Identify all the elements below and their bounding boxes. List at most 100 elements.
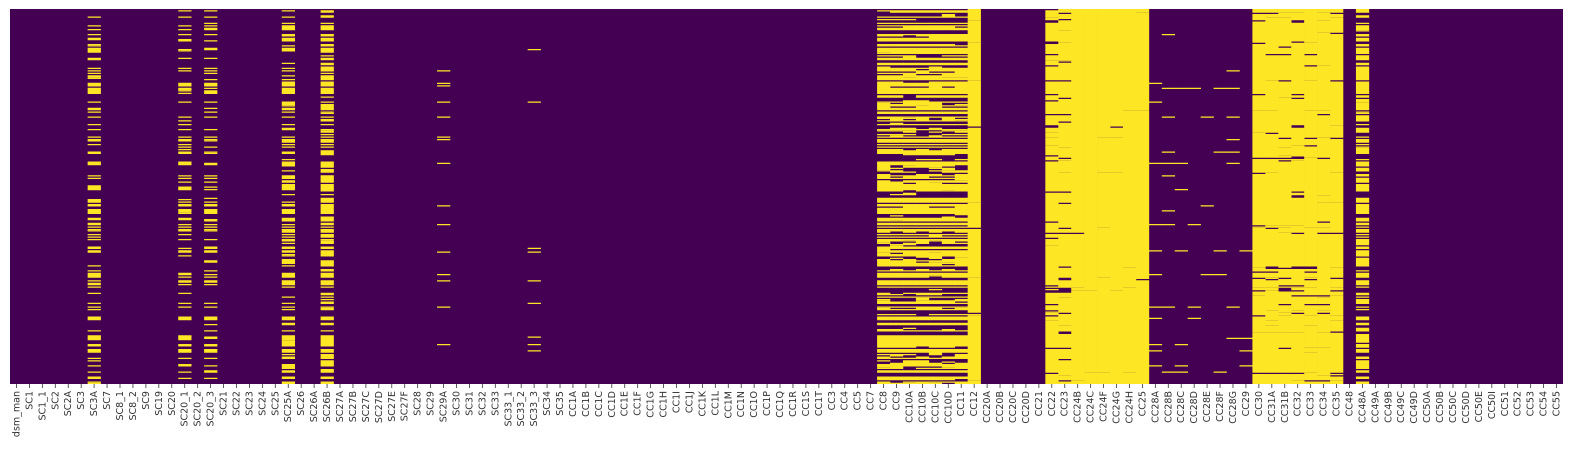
missing-cell	[890, 362, 904, 369]
missing-cell	[1252, 41, 1266, 43]
missing-cell	[281, 139, 296, 142]
missing-cell	[890, 239, 904, 242]
missing-cell	[1317, 222, 1331, 228]
missing-cell	[1355, 55, 1370, 61]
missing-cell	[87, 37, 101, 39]
missing-cell	[204, 370, 218, 373]
missing-cell	[941, 116, 956, 122]
missing-cell	[1265, 290, 1279, 304]
x-tick-label: CC9	[892, 391, 903, 410]
missing-cell	[1291, 296, 1305, 311]
missing-cell	[204, 177, 218, 179]
missing-cell	[915, 241, 930, 244]
missing-cell	[320, 169, 334, 172]
missing-cell	[902, 197, 917, 203]
missing-cell	[1278, 305, 1292, 313]
heatmap-column-CC30	[1252, 9, 1266, 384]
missing-cell	[902, 139, 917, 143]
missing-cell	[281, 246, 296, 249]
missing-cell	[204, 67, 218, 69]
missing-cell	[890, 236, 904, 238]
missing-cell	[1265, 374, 1279, 384]
missing-cell	[890, 382, 904, 384]
missing-cell	[320, 330, 334, 332]
missing-cell	[954, 34, 968, 37]
missing-cell	[1097, 372, 1111, 384]
missing-cell	[902, 244, 917, 246]
heatmap-column-CC35	[1330, 9, 1344, 384]
missing-cell	[87, 39, 101, 41]
missing-cell	[877, 116, 891, 119]
missing-cell	[1330, 139, 1344, 157]
x-tick-label: CC10A	[904, 391, 915, 423]
missing-cell	[281, 45, 296, 47]
missing-cell	[877, 102, 891, 111]
missing-cell	[928, 79, 943, 81]
missing-cell	[941, 364, 956, 368]
missing-cell	[902, 381, 917, 383]
missing-cell	[1355, 112, 1370, 114]
missing-cell	[1291, 314, 1305, 333]
missing-cell	[1330, 156, 1344, 173]
missing-cell	[1265, 225, 1279, 228]
x-tick-label: CC55	[1552, 391, 1563, 416]
missing-cell	[928, 25, 943, 31]
x-tick-label: SC27F	[400, 391, 411, 421]
x-tick-label: CC5	[853, 391, 864, 410]
heatmap-column-CC9	[890, 10, 904, 384]
missing-cell	[87, 302, 101, 304]
missing-cell	[204, 57, 218, 59]
x-tick-label: CC52	[1513, 391, 1524, 416]
missing-cell	[87, 229, 101, 231]
missing-cell	[281, 376, 296, 379]
missing-cell	[890, 34, 904, 37]
x-tick-label: CC34	[1319, 391, 1330, 416]
missing-cell	[320, 354, 334, 359]
missing-cell	[877, 229, 891, 233]
missing-cell	[281, 242, 296, 244]
missing-cell	[928, 95, 943, 98]
missing-cell	[890, 335, 904, 348]
missing-cell	[902, 19, 917, 21]
missing-cell	[941, 236, 956, 238]
missing-cell	[204, 330, 218, 332]
x-tick-label: CC24G	[1112, 391, 1123, 424]
missing-cell	[1317, 297, 1331, 304]
missing-cell	[281, 26, 296, 31]
missing-cell	[87, 335, 101, 341]
missing-cell	[87, 286, 101, 288]
missing-cell	[1148, 306, 1163, 308]
missing-cell	[1045, 289, 1059, 291]
missing-cell	[941, 55, 956, 57]
missing-cell	[320, 64, 334, 66]
missing-cell	[890, 175, 904, 177]
missing-cell	[1355, 322, 1370, 326]
missing-cell	[877, 316, 891, 321]
missing-cell	[178, 272, 192, 276]
missing-cell	[902, 55, 917, 57]
missing-cell	[941, 259, 956, 263]
missing-cell	[1058, 234, 1072, 267]
missing-cell	[1265, 320, 1279, 326]
missing-cell	[1355, 124, 1370, 126]
missing-cell	[1058, 325, 1072, 332]
missing-cell	[902, 100, 917, 107]
missing-cell	[954, 81, 968, 94]
missing-cell	[954, 77, 968, 81]
missing-cell	[437, 101, 451, 103]
missing-cell	[877, 376, 891, 381]
missing-cell	[1317, 32, 1331, 42]
missing-cell	[527, 302, 541, 304]
missing-cell	[1161, 306, 1176, 308]
missing-cell	[320, 239, 334, 241]
missing-cell	[1317, 305, 1331, 311]
missing-cell	[915, 204, 930, 214]
missing-cell	[954, 316, 968, 321]
missing-cell	[320, 75, 334, 81]
missing-cell	[1291, 286, 1305, 288]
missing-cell	[1317, 347, 1331, 376]
missing-cell	[1097, 227, 1111, 278]
missing-cell	[1071, 290, 1085, 381]
x-tick-label: CC1J	[684, 391, 695, 413]
missing-cell	[967, 277, 981, 313]
